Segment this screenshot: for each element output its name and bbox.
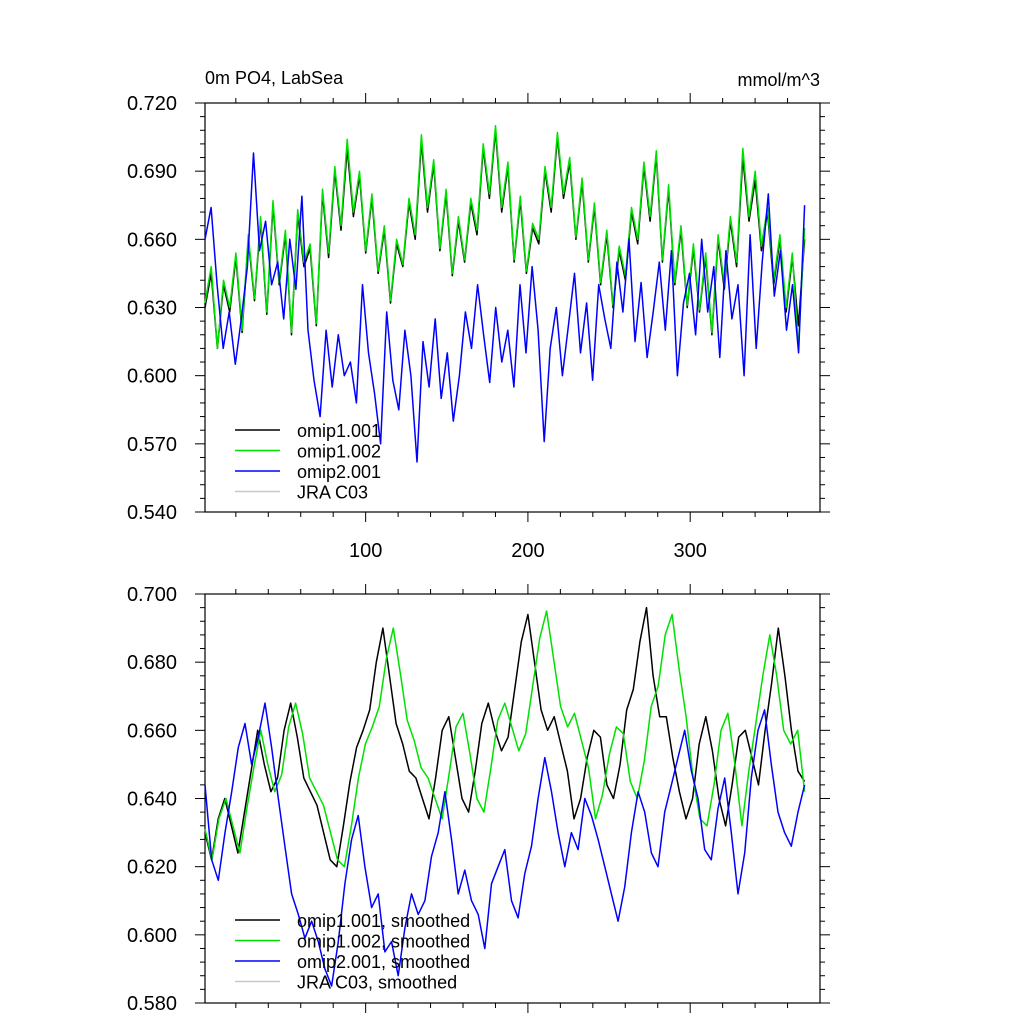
top-chart-title-right: mmol/m^3 (738, 70, 820, 90)
bottom-legend-label: omip1.001, smoothed (297, 911, 470, 931)
top-chart-title-left: 0m PO4, LabSea (205, 68, 344, 88)
top-xtick-label: 100 (349, 540, 382, 562)
top-series-line-1 (204, 124, 806, 350)
top-ytick-label: 0.660 (127, 229, 177, 251)
top-ytick-label: 0.720 (127, 93, 177, 115)
top-x-ticks: 100 200 300 (235, 93, 789, 562)
bottom-ytick-label: 0.700 (127, 584, 177, 606)
top-legend-label: omip1.002 (297, 442, 381, 462)
bottom-ytick-label: 0.640 (127, 789, 177, 811)
top-ytick-label: 0.600 (127, 366, 177, 388)
top-legend-label: omip1.001 (297, 421, 381, 441)
bottom-y-ticks: 0.580 0.600 0.620 0.640 0.660 0.680 0.700 (127, 584, 830, 1015)
top-legend-label: JRA C03 (297, 483, 368, 503)
top-ytick-label: 0.630 (127, 298, 177, 320)
bottom-series-line-2 (204, 702, 806, 987)
bottom-legend-label: omip2.001, smoothed (297, 952, 470, 972)
bottom-ytick-label: 0.680 (127, 652, 177, 674)
top-y-ticks: 0.540 0.570 0.600 0.630 0.660 0.690 0.720 (127, 93, 830, 524)
top-xtick-label: 300 (673, 540, 706, 562)
top-legend-label: omip2.001 (297, 462, 381, 482)
bottom-legend-label: JRA C03, smoothed (297, 973, 457, 993)
bottom-series-line-0 (204, 606, 806, 868)
top-chart: 0m PO4, LabSea mmol/m^3 0.5400.5700.6000… (127, 68, 830, 562)
bottom-chart: 0.580 0.600 0.620 0.640 0.660 0.680 0.700 omip… (127, 584, 830, 1015)
top-xtick-label: 200 (511, 540, 544, 562)
top-ytick-label: 0.690 (127, 161, 177, 183)
top-series-line-2 (204, 152, 806, 463)
bottom-series-line-1 (204, 610, 806, 868)
bottom-series-lines (204, 606, 806, 987)
bottom-ytick-label: 0.660 (127, 720, 177, 742)
top-ytick-label: 0.570 (127, 434, 177, 456)
top-ytick-label: 0.540 (127, 502, 177, 524)
top-series-line-0 (204, 129, 806, 350)
bottom-legend-label: omip1.002, smoothed (297, 932, 470, 952)
bottom-ytick-label: 0.600 (127, 925, 177, 947)
bottom-ytick-label: 0.620 (127, 857, 177, 879)
bottom-x-ticks (235, 584, 789, 1013)
top-series-lines (204, 124, 806, 463)
bottom-ytick-label: 0.580 (127, 993, 177, 1015)
